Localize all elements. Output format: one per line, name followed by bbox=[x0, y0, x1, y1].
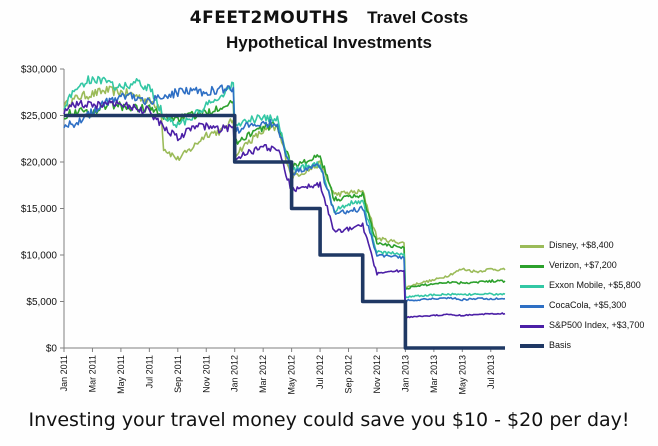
x-tick-label: May 2013 bbox=[457, 355, 467, 395]
chart-subtitle: Hypothetical Investments bbox=[226, 33, 432, 52]
legend-swatch bbox=[520, 325, 544, 328]
y-tick-label: $5,000 bbox=[26, 297, 57, 308]
series-line-basis bbox=[64, 113, 505, 350]
legend-swatch bbox=[520, 265, 544, 268]
x-tick-label: Jan 2012 bbox=[230, 355, 240, 392]
y-tick-label: $15,000 bbox=[21, 204, 58, 215]
legend-label: Disney, +$8,400 bbox=[549, 240, 614, 250]
x-tick-label: Nov 2012 bbox=[372, 355, 382, 394]
series-line-s-p500-index bbox=[63, 99, 506, 319]
legend-label: S&P500 Index, +$3,700 bbox=[549, 320, 645, 330]
legend-entry: Verizon, +$7,200 bbox=[520, 256, 655, 276]
legend-label: CocaCola, +$5,300 bbox=[549, 300, 627, 310]
legend-entry: CocaCola, +$5,300 bbox=[520, 296, 655, 316]
legend-swatch bbox=[520, 245, 544, 248]
x-tick-label: Jan 2011 bbox=[59, 355, 69, 391]
x-tick-label: Mar 2012 bbox=[258, 355, 268, 393]
y-tick-label: $25,000 bbox=[21, 111, 58, 122]
chart-legend: Disney, +$8,400 Verizon, +$7,200 Exxon Mob… bbox=[520, 236, 655, 356]
legend-swatch bbox=[520, 285, 544, 288]
x-tick-label: May 2011 bbox=[116, 355, 126, 394]
series-line-cocacola bbox=[63, 84, 506, 302]
legend-entry: S&P500 Index, +$3,700 bbox=[520, 316, 655, 336]
x-tick-label: Mar 2011 bbox=[87, 355, 97, 392]
legend-swatch bbox=[520, 344, 544, 348]
chart-title: 4FEET2MOUTHS Travel Costs bbox=[0, 8, 658, 28]
y-tick-label: $0 bbox=[46, 344, 58, 355]
x-tick-label: Jan 2013 bbox=[400, 355, 410, 392]
x-tick-label: Sep 2011 bbox=[173, 355, 183, 393]
legend-entry: Basis bbox=[520, 336, 655, 356]
x-tick-label: May 2012 bbox=[287, 355, 297, 395]
x-tick-label: Nov 2011 bbox=[201, 355, 211, 393]
legend-entry: Exxon Mobile, +$5,800 bbox=[520, 276, 655, 296]
y-tick-label: $30,000 bbox=[21, 65, 58, 76]
footer-caption: Investing your travel money could save y… bbox=[28, 409, 630, 431]
brand-name: 4FEET2MOUTHS bbox=[189, 8, 350, 28]
x-tick-label: Jul 2011 bbox=[144, 355, 154, 388]
legend-swatch bbox=[520, 305, 544, 308]
x-tick-label: Jul 2013 bbox=[486, 355, 496, 389]
legend-label: Verizon, +$7,200 bbox=[549, 260, 617, 270]
legend-label: Basis bbox=[549, 340, 572, 350]
y-tick-label: $10,000 bbox=[21, 251, 58, 262]
series-line-verizon bbox=[63, 99, 506, 291]
x-tick-label: Jul 2012 bbox=[315, 355, 325, 389]
x-tick-label: Sep 2012 bbox=[344, 355, 354, 394]
legend-label: Exxon Mobile, +$5,800 bbox=[549, 280, 641, 290]
legend-entry: Disney, +$8,400 bbox=[520, 236, 655, 256]
chart-title-text: Travel Costs bbox=[367, 8, 469, 27]
y-tick-label: $20,000 bbox=[21, 158, 58, 169]
x-tick-label: Mar 2013 bbox=[429, 355, 439, 393]
